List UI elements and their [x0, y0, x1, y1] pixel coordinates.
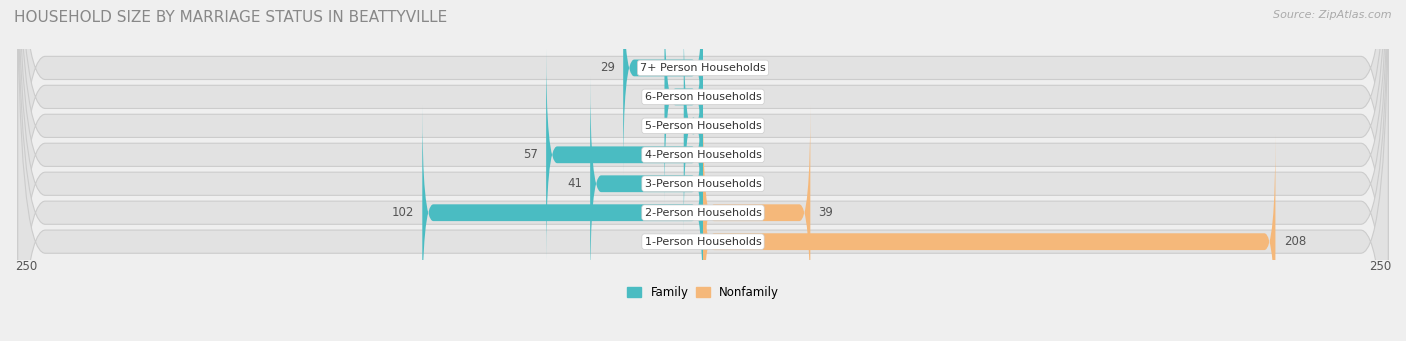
Text: 250: 250 — [1369, 260, 1391, 272]
Text: 1-Person Households: 1-Person Households — [644, 237, 762, 247]
FancyBboxPatch shape — [703, 134, 1275, 341]
Text: 250: 250 — [15, 260, 37, 272]
FancyBboxPatch shape — [18, 0, 1388, 341]
Text: 39: 39 — [818, 206, 834, 219]
Text: 2-Person Households: 2-Person Households — [644, 208, 762, 218]
FancyBboxPatch shape — [18, 0, 1388, 341]
Text: 4-Person Households: 4-Person Households — [644, 150, 762, 160]
Legend: Family, Nonfamily: Family, Nonfamily — [624, 283, 782, 301]
FancyBboxPatch shape — [18, 0, 1388, 341]
Text: 6-Person Households: 6-Person Households — [644, 92, 762, 102]
FancyBboxPatch shape — [683, 18, 703, 233]
Text: 7+ Person Households: 7+ Person Households — [640, 63, 766, 73]
Text: 41: 41 — [567, 177, 582, 190]
Text: 29: 29 — [600, 61, 614, 74]
Text: 5-Person Households: 5-Person Households — [644, 121, 762, 131]
FancyBboxPatch shape — [18, 0, 1388, 341]
Text: 102: 102 — [392, 206, 413, 219]
Text: 7: 7 — [668, 119, 675, 132]
FancyBboxPatch shape — [18, 0, 1388, 341]
FancyBboxPatch shape — [591, 76, 703, 291]
FancyBboxPatch shape — [703, 105, 810, 320]
Text: Source: ZipAtlas.com: Source: ZipAtlas.com — [1274, 10, 1392, 20]
Text: 57: 57 — [523, 148, 538, 161]
FancyBboxPatch shape — [18, 0, 1388, 341]
FancyBboxPatch shape — [665, 0, 703, 204]
FancyBboxPatch shape — [422, 105, 703, 320]
FancyBboxPatch shape — [546, 47, 703, 262]
Text: 208: 208 — [1284, 235, 1306, 248]
FancyBboxPatch shape — [623, 0, 703, 175]
Text: HOUSEHOLD SIZE BY MARRIAGE STATUS IN BEATTYVILLE: HOUSEHOLD SIZE BY MARRIAGE STATUS IN BEA… — [14, 10, 447, 25]
Text: 3-Person Households: 3-Person Households — [644, 179, 762, 189]
Text: 14: 14 — [641, 90, 657, 103]
FancyBboxPatch shape — [18, 0, 1388, 341]
